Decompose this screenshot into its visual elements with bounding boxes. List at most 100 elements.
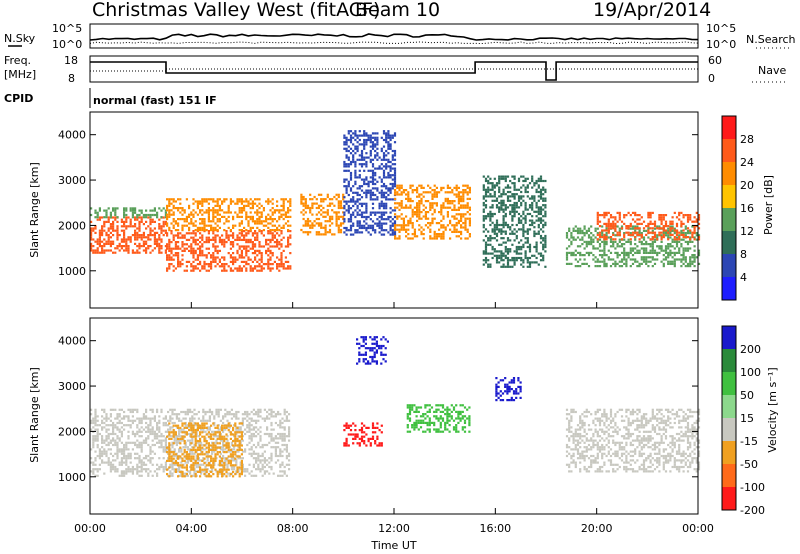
heatmap-cell (168, 247, 171, 250)
heatmap-cell (409, 197, 412, 200)
heatmap-cell (502, 252, 505, 255)
heatmap-cell (343, 211, 346, 214)
heatmap-cell (693, 258, 696, 261)
heatmap-cell (151, 213, 154, 217)
heatmap-cell (446, 206, 449, 209)
heatmap-cell (347, 209, 350, 212)
heatmap-cell (354, 152, 357, 155)
heatmap-cell (317, 211, 321, 214)
heatmap-cell (219, 452, 222, 455)
heatmap-cell (662, 232, 665, 235)
heatmap-cell (145, 408, 148, 411)
heatmap-cell (387, 132, 390, 135)
heatmap-cell (103, 450, 106, 453)
heatmap-cell (140, 236, 143, 239)
heatmap-cell (192, 254, 195, 257)
heatmap-cell (229, 229, 232, 232)
heatmap-cell (166, 256, 169, 259)
heatmap-cell (684, 260, 687, 263)
heatmap-cell (520, 248, 523, 251)
heatmap-cell (365, 189, 368, 192)
heatmap-cell (581, 238, 584, 241)
heatmap-cell (168, 229, 171, 232)
heatmap-cell (120, 240, 123, 243)
heatmap-cell (618, 211, 621, 214)
heatmap-cell (642, 256, 646, 259)
heatmap-cell (205, 209, 208, 212)
heatmap-cell (249, 269, 252, 272)
heatmap-cell (394, 206, 397, 209)
heatmap-cell (223, 215, 226, 218)
heatmap-cell (405, 189, 408, 192)
heatmap-cell (149, 231, 152, 234)
heatmap-cell (309, 220, 312, 223)
heatmap-cell (376, 154, 379, 157)
heatmap-cell (170, 230, 173, 233)
heatmap-cell (127, 465, 130, 469)
heatmap-cell (174, 222, 177, 225)
heatmap-cell (349, 134, 353, 137)
heatmap-cell (542, 256, 545, 260)
heatmap-cell (118, 463, 121, 466)
heatmap-cell (660, 240, 663, 243)
heatmap-cell (103, 426, 106, 429)
heatmap-cell (495, 197, 499, 200)
heatmap-cell (568, 229, 571, 232)
heatmap-cell (376, 147, 379, 150)
heatmap-cell (396, 206, 399, 209)
heatmap-cell (158, 465, 161, 469)
heatmap-cell (179, 263, 182, 266)
heatmap-cell (431, 204, 434, 207)
heatmap-cell (107, 242, 110, 245)
heatmap-cell (92, 437, 95, 440)
heatmap-cell (631, 225, 635, 228)
heatmap-cell (118, 450, 121, 453)
heatmap-cell (317, 217, 321, 221)
heatmap-cell (175, 439, 178, 442)
heatmap-cell (684, 249, 687, 252)
heatmap-cell (134, 419, 137, 422)
heatmap-cell (213, 435, 216, 438)
heatmap-cell (94, 211, 97, 214)
heatmap-cell (420, 233, 423, 236)
heatmap-cell (631, 258, 635, 261)
heatmap-cell (393, 233, 397, 236)
heatmap-cell (200, 441, 203, 444)
heatmap-cell (689, 258, 692, 261)
heatmap-cell (262, 229, 265, 232)
heatmap-cell (245, 218, 248, 221)
heatmap-cell (125, 207, 128, 210)
noise-left-tick-bottom: 10^0 (52, 38, 82, 51)
heatmap-cell (352, 233, 355, 236)
heatmap-cell (524, 241, 527, 244)
heatmap-cell (216, 234, 219, 237)
heatmap-cell (252, 463, 255, 466)
heatmap-cell (620, 258, 624, 261)
heatmap-cell (667, 227, 670, 230)
heatmap-cell (493, 199, 496, 202)
heatmap-cell (411, 226, 414, 229)
heatmap-cell (335, 211, 338, 214)
heatmap-cell (287, 265, 290, 268)
heatmap-cell (284, 256, 287, 259)
heatmap-cell (247, 224, 250, 227)
heatmap-cell (612, 245, 615, 248)
power-y-label: Slant Range [km] (28, 162, 41, 258)
heatmap-cell (96, 218, 99, 221)
heatmap-cell (343, 180, 346, 183)
heatmap-cell (504, 206, 507, 209)
heatmap-cell (149, 450, 152, 453)
heatmap-cell (138, 428, 141, 431)
heatmap-cell (156, 408, 159, 411)
heatmap-cell (251, 215, 254, 218)
heatmap-cell (489, 206, 492, 209)
heatmap-cell (258, 265, 261, 268)
heatmap-cell (394, 226, 397, 229)
heatmap-cell (502, 226, 505, 229)
heatmap-cell (240, 209, 243, 212)
heatmap-cell (283, 465, 286, 469)
heatmap-cell (324, 215, 327, 218)
heatmap-cell (238, 209, 241, 212)
heatmap-cell (640, 258, 643, 261)
heatmap-cell (101, 459, 104, 462)
